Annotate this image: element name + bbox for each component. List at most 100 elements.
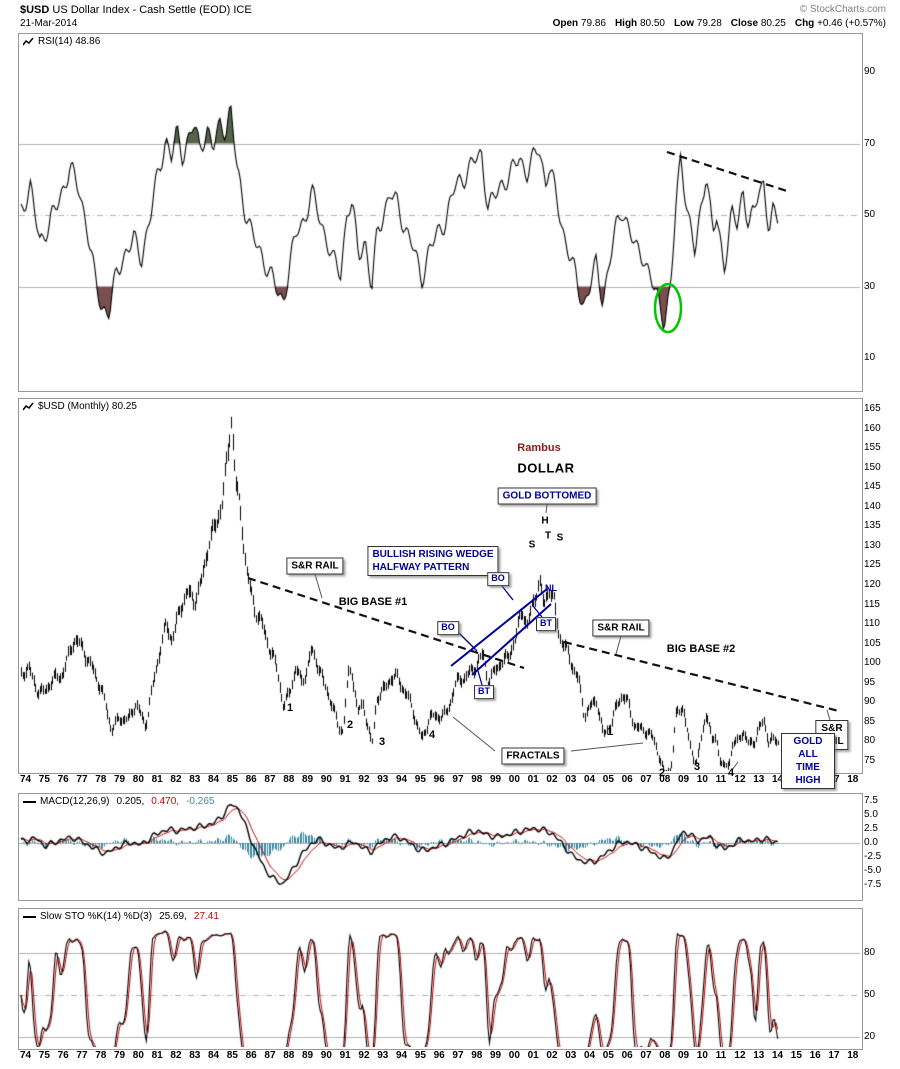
leader-line (570, 742, 644, 752)
line-legend-icon (23, 915, 36, 918)
y-tick-label: 50 (864, 209, 876, 220)
price-label-text: $USD (Monthly) 80.25 (38, 401, 137, 412)
x-year-label: 77 (76, 1050, 88, 1061)
rsi-overlay (653, 150, 791, 334)
y-tick-label: 110 (864, 618, 880, 630)
x-year-label: 06 (621, 1050, 633, 1061)
x-year-label: 78 (95, 1050, 107, 1061)
x-year-label: 89 (302, 774, 314, 785)
x-year-label: 74 (20, 1050, 32, 1061)
y-tick-label: 115 (864, 598, 880, 610)
x-year-label: 84 (208, 774, 220, 785)
x-year-label: 82 (170, 1050, 182, 1061)
y-tick-label: -2.5 (864, 851, 882, 862)
x-year-label: 07 (640, 774, 652, 785)
x-year-label: 05 (602, 1050, 614, 1061)
chart-line-icon (23, 37, 34, 46)
x-year-label: 02 (546, 1050, 558, 1061)
x-year-label: 84 (208, 1050, 220, 1061)
x-year-label: 03 (565, 774, 577, 785)
wedge-line (471, 603, 552, 676)
callout-gold-all-time-high: GOLD ALL TIME HIGH (781, 733, 835, 789)
x-year-label: 87 (264, 1050, 276, 1061)
x-year-label: 17 (828, 1050, 840, 1061)
x-year-label: 80 (132, 1050, 144, 1061)
macd-label: MACD(12,26,9) 0.205, 0.470, -0.265 (23, 796, 214, 807)
rsi-label-text: RSI(14) 48.86 (38, 36, 101, 47)
x-axis-top: 74 75 76 77 78 79 80 81 82 83 84 85 86 87 88 89 90 91 92 93… (0, 774, 900, 786)
fractal-1a: 1 (286, 702, 294, 714)
x-year-label: 93 (377, 774, 389, 785)
chart-line-icon (23, 402, 34, 411)
leader-line (477, 670, 483, 686)
y-tick-label: 50 (864, 989, 876, 1000)
price-overlay (247, 503, 840, 771)
x-year-label: 93 (377, 1050, 389, 1061)
x-year-label: 08 (659, 1050, 671, 1061)
leader-line (458, 632, 478, 652)
y-tick-label: 95 (864, 676, 876, 688)
x-year-label: 85 (226, 1050, 238, 1061)
y-tick-label: 145 (864, 481, 881, 493)
macd-hist-value: -0.265 (186, 796, 215, 807)
y-tick-label: 30 (864, 280, 876, 292)
x-year-label: 97 (452, 1050, 464, 1061)
x-year-label: 04 (584, 1050, 596, 1061)
fractal-3b: 3 (693, 761, 701, 773)
x-year-label: 83 (189, 774, 201, 785)
x-year-label: 82 (170, 774, 182, 785)
leader-line (532, 605, 543, 618)
chart-title: $USD US Dollar Index - Cash Settle (EOD)… (20, 4, 252, 16)
x-year-label: 83 (189, 1050, 201, 1061)
x-year-label: 11 (715, 774, 727, 785)
x-year-label: 74 (20, 774, 32, 785)
annotation-top: T (544, 530, 552, 542)
annotation-big-base-1: BIG BASE #1 (338, 596, 408, 608)
sto-k-value: 25.69, (159, 911, 187, 922)
fractal-2a: 2 (346, 719, 354, 731)
x-year-label: 80 (132, 774, 144, 785)
x-year-label: 88 (283, 774, 295, 785)
x-year-label: 96 (433, 1050, 445, 1061)
x-year-label: 75 (38, 1050, 50, 1061)
annotation-dollar: DOLLAR (517, 460, 575, 476)
y-tick-label: 5.0 (864, 809, 878, 820)
quote-open: Open 79.86 (552, 18, 606, 29)
y-tick-label: 120 (864, 579, 881, 591)
x-year-label: 14 (772, 1050, 784, 1061)
y-tick-label: 20 (864, 1031, 876, 1042)
x-year-label: 16 (809, 1050, 821, 1061)
fractal-2b: 2 (658, 767, 666, 779)
y-tick-label: 125 (864, 559, 881, 571)
quote-high: High 80.50 (614, 18, 665, 29)
y-tick-label: 2.5 (864, 823, 878, 834)
macd-signal-value: 0.470, (151, 796, 180, 807)
x-year-label: 95 (414, 1050, 426, 1061)
callout-sr-rail-2: S&R RAIL (592, 619, 650, 637)
quote-close: Close 80.25 (730, 18, 786, 29)
rsi-canvas (19, 34, 860, 389)
title-text: US Dollar Index - Cash Settle (EOD) ICE (52, 4, 252, 16)
x-year-label: 03 (565, 1050, 577, 1061)
x-year-label: 78 (95, 774, 107, 785)
y-tick-label: 85 (864, 715, 876, 727)
x-year-label: 76 (57, 1050, 69, 1061)
leader-line (545, 503, 548, 514)
x-year-label: 81 (151, 1050, 163, 1061)
x-axis-bottom: 74 75 76 77 78 79 80 81 82 83 84 85 86 87 88 89 90 91 92 93… (0, 1050, 900, 1062)
y-tick-label: 130 (864, 539, 881, 551)
leader-line (501, 585, 514, 601)
y-tick-label: 90 (864, 66, 876, 77)
x-year-label: 08 (659, 774, 671, 785)
x-year-label: 89 (302, 1050, 314, 1061)
x-year-label: 88 (283, 1050, 295, 1061)
y-tick-label: 135 (864, 520, 881, 532)
trendline-dashed (666, 150, 791, 194)
x-year-label: 97 (452, 774, 464, 785)
x-year-label: 86 (245, 1050, 257, 1061)
wedge-line (450, 588, 548, 667)
rsi-panel: RSI(14) 48.86 (18, 33, 863, 392)
x-year-label: 81 (151, 774, 163, 785)
y-tick-label: 80 (864, 735, 876, 747)
